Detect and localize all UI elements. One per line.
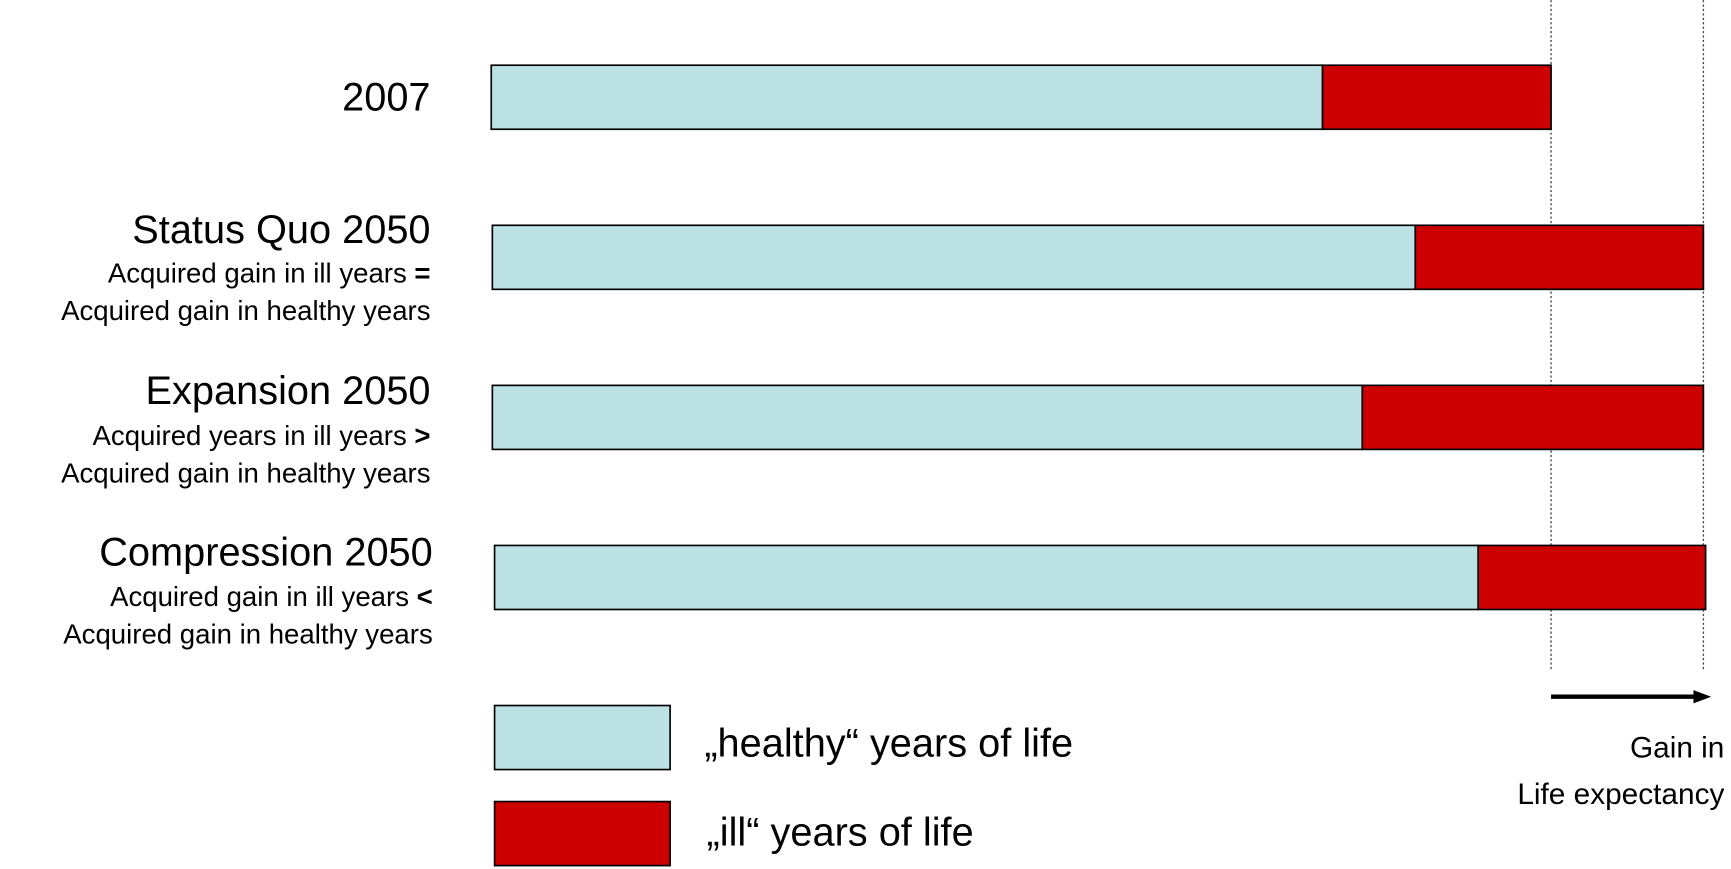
- healthy-bar: [491, 224, 1417, 291]
- row-subtitle-text: Acquired gain in ill years: [110, 581, 417, 612]
- row-subtitle: Acquired gain in healthy years: [61, 295, 430, 326]
- gain-arrow-head: [1693, 690, 1712, 704]
- row-symbol: =: [414, 258, 430, 289]
- ill-bar: [1321, 64, 1552, 131]
- row-subtitle: Acquired gain in healthy years: [61, 458, 430, 489]
- ill-bar: [1361, 384, 1705, 451]
- healthy-bar: [491, 384, 1364, 451]
- row-subtitle-text: Acquired years in ill years: [93, 420, 415, 451]
- legend-label: „healthy“ years of life: [704, 721, 1073, 765]
- row-subtitle: Acquired gain in ill years <: [110, 581, 433, 612]
- row-label: Expansion 2050: [146, 369, 431, 413]
- gain-note: Life expectancy: [1517, 778, 1724, 811]
- row-label: Status Quo 2050: [132, 208, 430, 252]
- row-label: Compression 2050: [99, 530, 433, 574]
- row-subtitle: Acquired gain in healthy years: [63, 619, 432, 650]
- row-subtitle-text: Acquired gain in ill years: [108, 258, 415, 289]
- row-symbol: >: [414, 420, 430, 451]
- gain-note: Gain in: [1630, 731, 1724, 764]
- legend-swatch: [493, 704, 671, 771]
- row-symbol: <: [417, 581, 433, 612]
- legend-label: „ill“ years of life: [707, 811, 974, 855]
- row-subtitle: Acquired gain in ill years =: [108, 258, 431, 289]
- healthy-bar: [490, 64, 1324, 131]
- ill-bar: [1477, 544, 1707, 611]
- row-subtitle: Acquired years in ill years >: [93, 420, 431, 451]
- ill-bar: [1414, 224, 1705, 291]
- legend-swatch: [493, 800, 671, 867]
- healthy-bar: [493, 544, 1480, 611]
- row-label: 2007: [342, 75, 430, 119]
